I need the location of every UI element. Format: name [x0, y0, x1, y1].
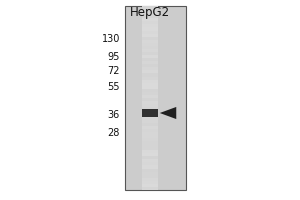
- Bar: [142, 6, 158, 9]
- Bar: [142, 12, 158, 15]
- Bar: [142, 31, 158, 34]
- Bar: [142, 172, 158, 175]
- Text: 72: 72: [107, 66, 120, 76]
- Bar: [142, 52, 158, 55]
- Bar: [142, 123, 158, 126]
- Bar: [142, 27, 158, 31]
- Bar: [142, 58, 158, 61]
- Bar: [142, 55, 158, 58]
- Bar: [142, 141, 158, 144]
- Polygon shape: [160, 107, 176, 119]
- Bar: [142, 9, 158, 12]
- Bar: [142, 37, 158, 40]
- Bar: [142, 132, 158, 135]
- Bar: [142, 181, 158, 184]
- Bar: [142, 43, 158, 46]
- Bar: [142, 61, 158, 64]
- Bar: [142, 80, 158, 83]
- Bar: [142, 187, 158, 190]
- Bar: [142, 104, 158, 107]
- Bar: [142, 34, 158, 37]
- Bar: [142, 126, 158, 129]
- Bar: [142, 64, 158, 67]
- Bar: [142, 40, 158, 43]
- Text: 130: 130: [102, 34, 120, 44]
- Bar: [142, 153, 158, 156]
- Bar: [142, 6, 158, 190]
- Bar: [142, 116, 158, 119]
- Text: 36: 36: [108, 110, 120, 120]
- Bar: [142, 107, 158, 110]
- Bar: [142, 15, 158, 18]
- Bar: [142, 24, 158, 27]
- Bar: [142, 46, 158, 49]
- Text: 55: 55: [107, 82, 120, 92]
- Bar: [142, 156, 158, 159]
- Bar: [142, 147, 158, 150]
- Bar: [142, 70, 158, 73]
- Bar: [142, 178, 158, 181]
- Bar: [142, 92, 158, 95]
- Bar: [142, 67, 158, 70]
- Text: 95: 95: [108, 52, 120, 62]
- Bar: [142, 162, 158, 165]
- Text: 28: 28: [108, 128, 120, 138]
- Bar: [142, 159, 158, 162]
- Bar: [142, 86, 158, 89]
- Bar: [142, 169, 158, 172]
- Bar: [142, 98, 158, 101]
- Bar: [142, 135, 158, 138]
- Bar: [142, 18, 158, 21]
- Bar: [124, 6, 186, 190]
- Bar: [142, 184, 158, 187]
- Bar: [142, 83, 158, 86]
- Bar: [142, 73, 158, 77]
- Bar: [142, 110, 158, 113]
- Bar: [142, 150, 158, 153]
- Bar: [142, 144, 158, 147]
- Bar: [142, 21, 158, 24]
- Bar: [142, 95, 158, 98]
- Bar: [142, 119, 158, 123]
- Bar: [142, 109, 158, 117]
- Bar: [142, 77, 158, 80]
- Bar: [142, 113, 158, 116]
- Text: HepG2: HepG2: [130, 6, 170, 19]
- Bar: [142, 138, 158, 141]
- Bar: [142, 101, 158, 104]
- Bar: [142, 49, 158, 52]
- Bar: [142, 165, 158, 169]
- Bar: [142, 175, 158, 178]
- Bar: [142, 89, 158, 92]
- Bar: [142, 129, 158, 132]
